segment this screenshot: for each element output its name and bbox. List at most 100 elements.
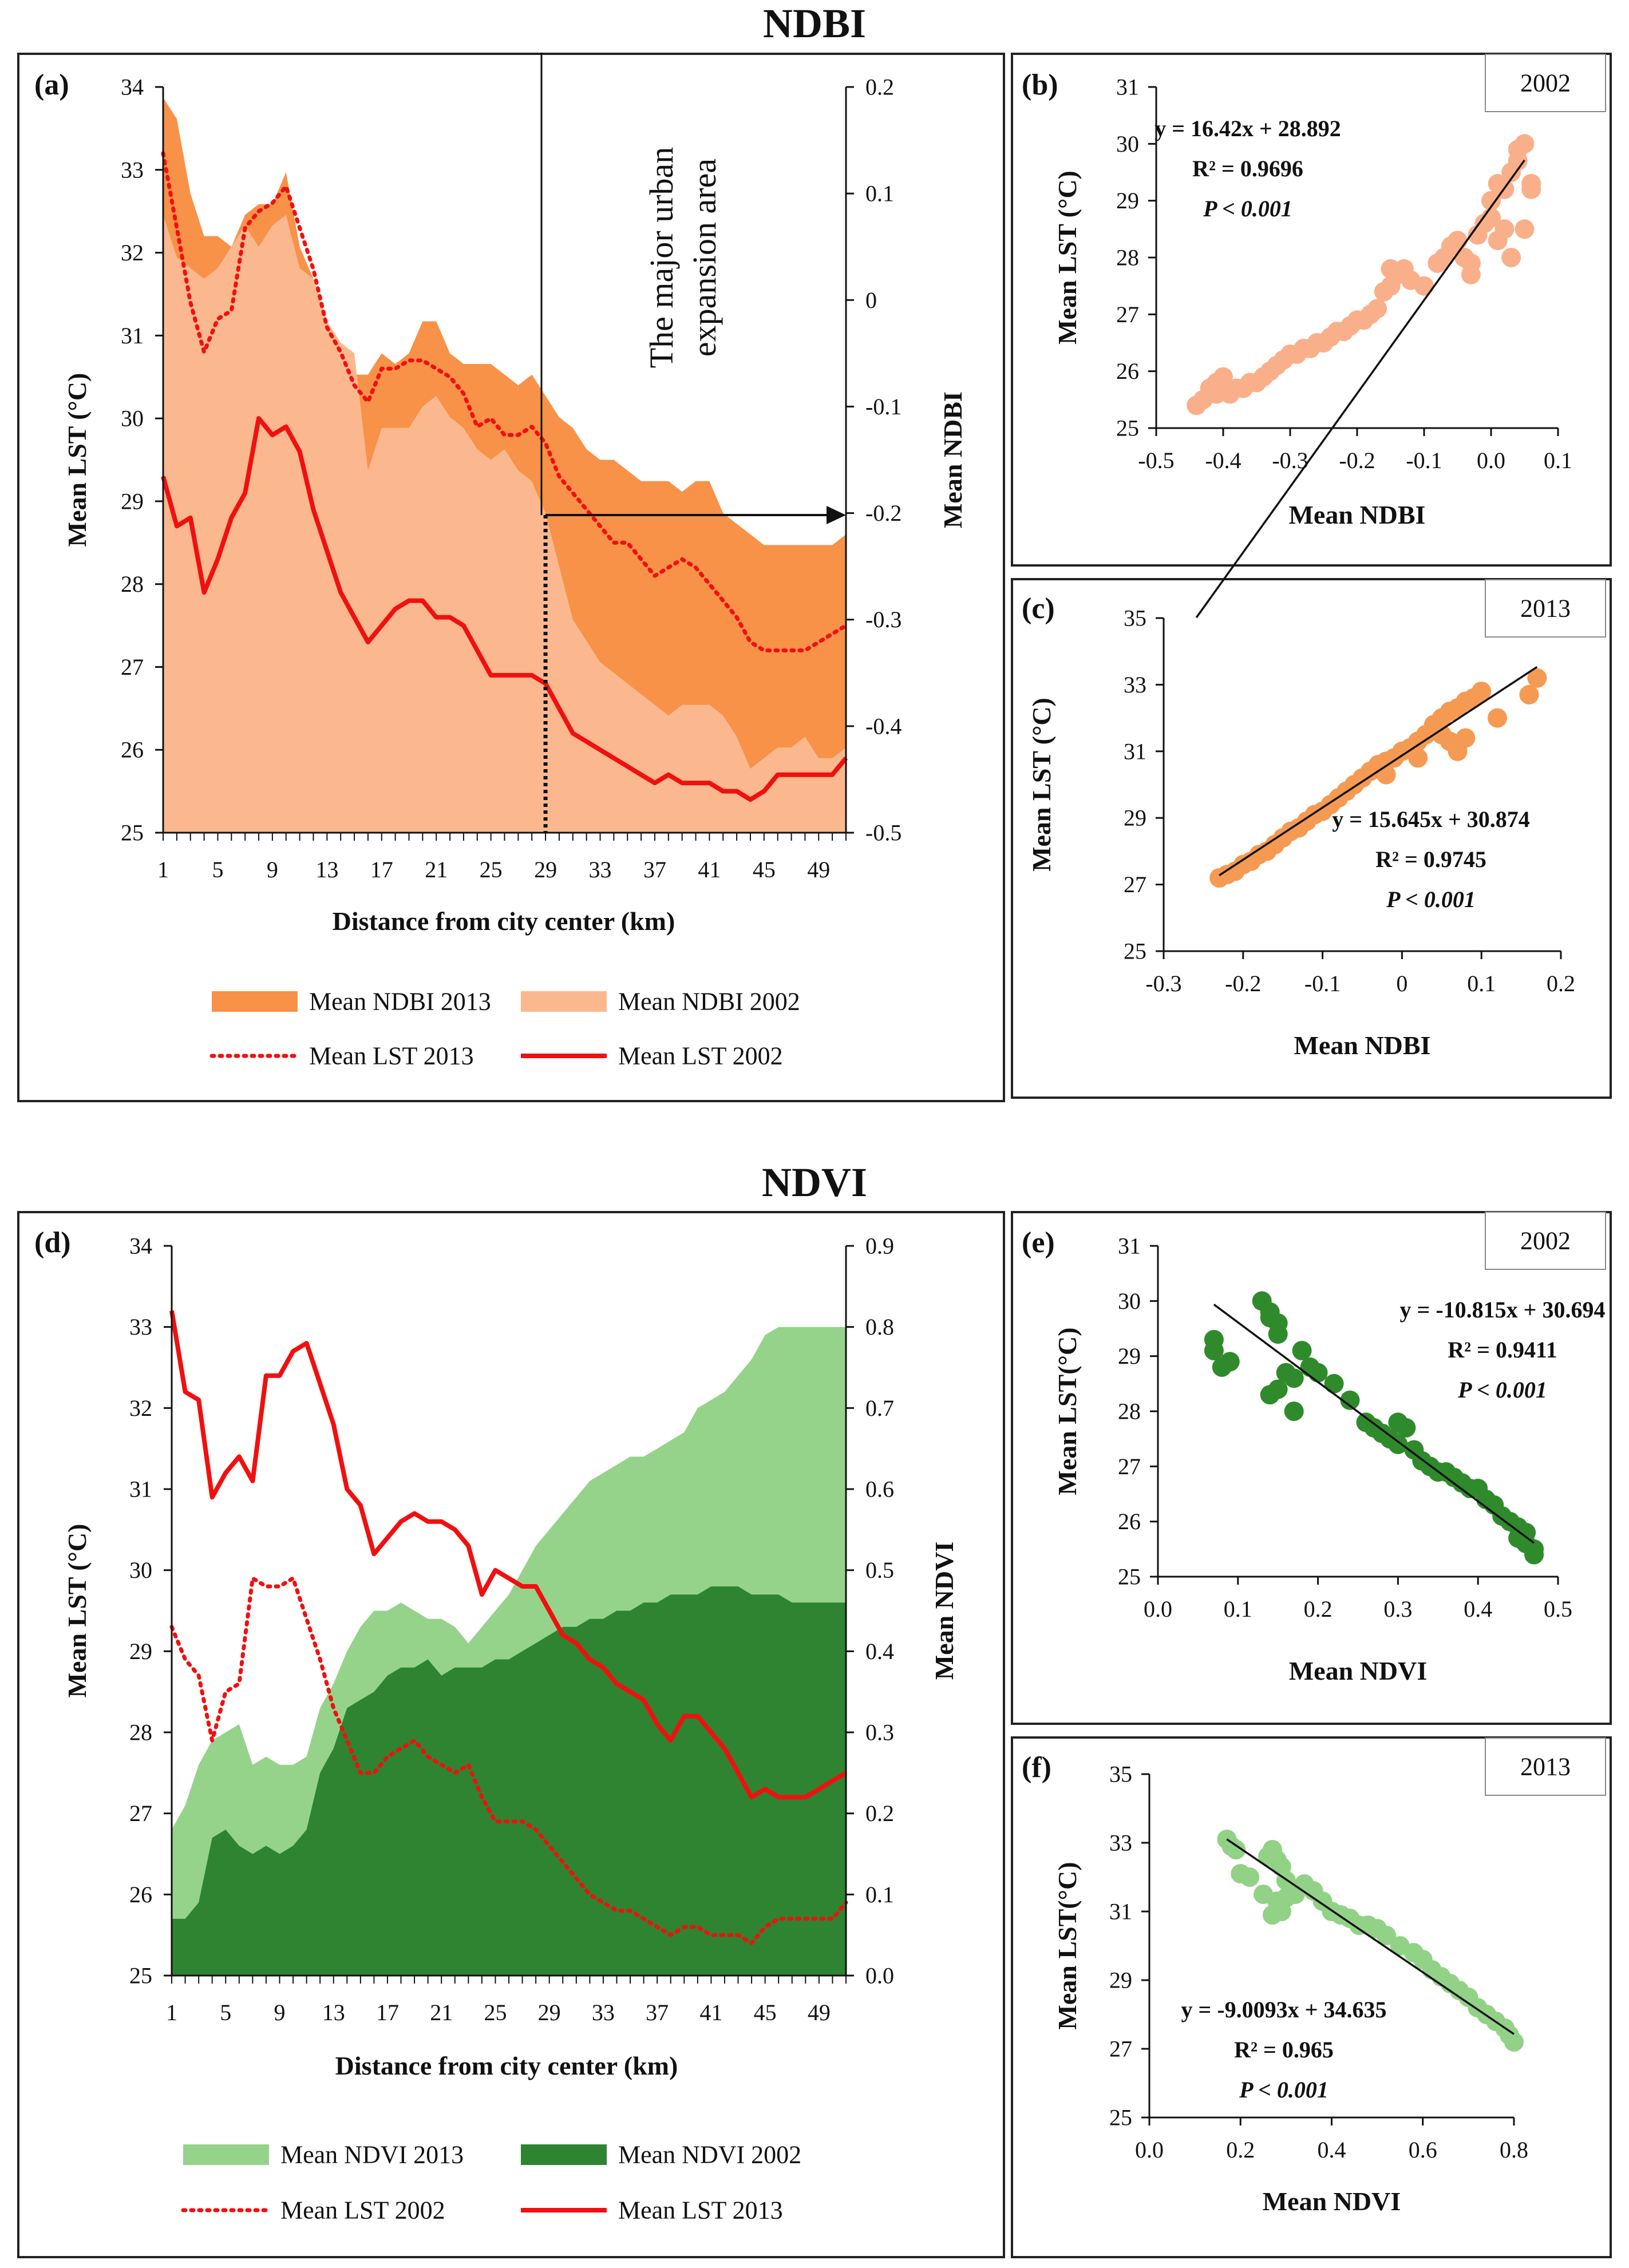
y-tick-label: 26 [1116,358,1139,384]
regression-equation: y = 16.42x + 28.892 [1154,116,1341,141]
right-tick-label: 0.1 [865,1882,894,1907]
x-tick-label: 0.1 [1544,448,1572,473]
x-tick-label: 1 [157,857,169,882]
scatter-point [1207,384,1227,404]
panel-f-frame [1011,1736,1612,2258]
scatter-point [1515,219,1535,239]
right-tick-label: 0 [865,287,877,313]
year-tag-box [1485,54,1606,112]
right-tick-label: -0.4 [865,713,902,739]
x-tick-label: -0.5 [1138,448,1174,473]
scatter-point [1376,765,1396,785]
left-tick-label: 28 [129,1720,152,1745]
scatter-point [1524,1545,1544,1565]
x-tick-label: 0.0 [1477,448,1505,473]
scatter-point [1388,1434,1408,1454]
legend-swatch [183,2144,269,2165]
y-tick-label: 29 [1116,188,1139,213]
y-tick-label: 31 [1124,738,1146,764]
r-squared: R² = 0.965 [1234,2037,1334,2063]
year-tag-label: 2013 [1520,595,1571,623]
scatter-point [1226,1840,1246,1859]
x-tick-label: 0.0 [1144,1596,1172,1622]
y-tick-label: 29 [1124,805,1146,831]
chart-f: 25 27 29 31 33 35 0.0 0.2 0.4 0.6 0.8 (f) 2013 Mean L… [1022,1737,1606,2216]
left-tick-label: 26 [121,737,144,763]
right-tick-label: 0.0 [865,1963,894,1989]
x-tick-label: 49 [808,2000,831,2025]
y-tick-label: 30 [1116,131,1139,157]
y-tick-label: 26 [1118,1509,1141,1534]
x-tick-label: 41 [699,2000,722,2025]
left-tick-label: 34 [121,74,144,100]
right-tick-label: 0.2 [865,74,894,100]
scatter-point [1263,1905,1282,1925]
scatter-point [1324,1374,1344,1394]
panel-label: (c) [1022,592,1055,625]
y-tick-label: 33 [1124,672,1146,698]
x-tick-label: 13 [315,857,338,882]
right-y-axis-title: Mean NDBI [938,391,967,528]
legend-label: Mean LST 2013 [618,2196,783,2225]
scatter-point [1240,1867,1260,1887]
y-tick-label: 28 [1116,245,1139,271]
scatter-point [1308,1363,1328,1383]
ndvi-section-title: NDVI [761,1159,867,1205]
left-tick-label: 32 [129,1395,152,1421]
scatter-point [1488,708,1507,728]
x-tick-label: 13 [322,2000,345,2025]
x-tick-label: 0.6 [1409,2137,1437,2163]
scatter-point [1284,1368,1304,1388]
y-tick-label: 27 [1118,1454,1141,1479]
scatter-point [1284,1402,1304,1421]
x-tick-label: 0.4 [1464,1596,1492,1622]
x-tick-label: 45 [754,2000,777,2025]
scatter-point [1519,684,1539,704]
x-tick-label: 0.1 [1467,971,1496,996]
x-tick-label: 0.5 [1544,1596,1572,1622]
x-tick-label: 1 [166,2000,177,2025]
x-tick-label: 0.2 [1304,1596,1333,1622]
legend-label: Mean LST 2002 [280,2196,445,2225]
x-tick-label: 45 [753,857,776,882]
scatter-point [1516,1522,1536,1542]
left-tick-label: 31 [121,323,144,349]
x-axis-title: Mean NDVI [1263,2187,1401,2216]
x-tick-label: 29 [534,857,557,882]
p-value: P < 0.001 [1239,2077,1328,2103]
regression-equation: y = 15.645x + 30.874 [1332,806,1530,832]
panel-label: (f) [1022,1751,1051,1784]
annotation-line-2: expansion area [686,159,723,357]
right-tick-label: 0.7 [865,1395,894,1421]
panel-label: (e) [1022,1226,1055,1259]
x-tick-label: 0.3 [1383,1596,1412,1622]
left-y-axis-title: Mean LST (°C) [62,1524,92,1698]
y-axis-title: Mean LST (°C) [1027,698,1056,872]
scatter-point [1204,1341,1224,1360]
scatter-point [1292,1341,1312,1360]
x-tick-label: 0.4 [1318,2137,1346,2163]
x-tick-label: 0.8 [1500,2137,1528,2163]
panel-e-frame [1011,1211,1612,1725]
x-axis-title: Distance from city center (km) [333,907,675,936]
p-value: P < 0.001 [1203,196,1292,221]
scatter-point [1527,668,1547,688]
area-mean-ndvi-2002 [172,1586,846,1976]
y-tick-label: 27 [1116,302,1139,327]
x-tick-label: -0.2 [1225,971,1261,996]
x-tick-label: 0.0 [1135,2137,1164,2163]
scatter-point [1377,1926,1397,1945]
legend-swatch [212,991,298,1012]
left-tick-label: 25 [121,820,144,846]
x-tick-label: 25 [480,857,503,882]
line-mean-lst-2002 [169,1576,848,1945]
x-tick-label: 21 [430,2000,453,2025]
x-tick-label: 17 [376,2000,399,2025]
scatter-point [1456,728,1476,748]
scatter-point [1468,225,1488,245]
y-tick-label: 31 [1118,1233,1141,1259]
x-tick-label: 33 [589,857,612,882]
regression-line [1226,1838,1515,2035]
